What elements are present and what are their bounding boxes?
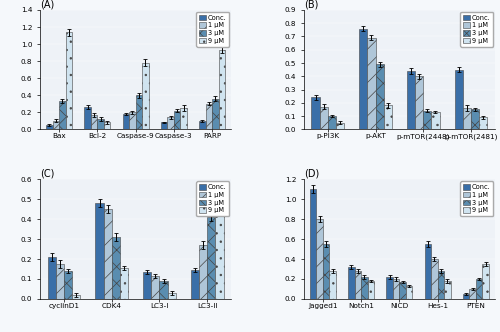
Bar <box>431 259 438 299</box>
Bar <box>199 245 207 299</box>
Legend: Conc., 1 μM, 3 μM, 9 μM: Conc., 1 μM, 3 μM, 9 μM <box>460 182 493 216</box>
Bar <box>312 98 320 129</box>
Bar <box>98 119 104 129</box>
Text: (D): (D) <box>304 169 319 179</box>
Bar <box>424 111 432 129</box>
Bar <box>152 276 160 299</box>
Bar <box>91 115 98 129</box>
Bar <box>64 271 72 299</box>
Bar <box>323 244 330 299</box>
Bar <box>463 294 469 299</box>
Text: (B): (B) <box>304 0 318 9</box>
Bar <box>320 107 328 129</box>
Text: (A): (A) <box>40 0 54 9</box>
Bar <box>360 29 368 129</box>
Bar <box>310 189 316 299</box>
Bar <box>180 108 187 129</box>
Bar <box>330 271 336 299</box>
Bar <box>216 206 224 299</box>
Bar <box>407 71 415 129</box>
Bar <box>400 282 406 299</box>
Bar <box>168 118 174 129</box>
Bar <box>424 244 431 299</box>
Bar <box>199 121 205 129</box>
Bar <box>348 267 354 299</box>
Bar <box>56 264 64 299</box>
Bar <box>354 271 361 299</box>
Bar <box>444 281 450 299</box>
Bar <box>415 76 424 129</box>
Bar <box>142 63 148 129</box>
Bar <box>104 123 110 129</box>
Bar <box>104 209 112 299</box>
Bar <box>218 50 225 129</box>
Bar <box>368 281 374 299</box>
Legend: Conc., 1 μM, 3 μM, 9 μM: Conc., 1 μM, 3 μM, 9 μM <box>460 12 493 46</box>
Bar <box>174 111 180 129</box>
Bar <box>393 279 400 299</box>
Bar <box>52 121 59 129</box>
Legend: Conc., 1 μM, 3 μM, 9 μM: Conc., 1 μM, 3 μM, 9 μM <box>196 12 229 46</box>
Bar <box>336 123 344 129</box>
Bar <box>72 295 80 299</box>
Bar <box>96 203 104 299</box>
Bar <box>129 112 136 129</box>
Bar <box>168 293 175 299</box>
Bar <box>432 112 440 129</box>
Bar <box>112 237 120 299</box>
Bar <box>191 270 199 299</box>
Bar <box>161 123 168 129</box>
Bar <box>479 118 488 129</box>
Bar <box>84 107 91 129</box>
Bar <box>476 279 482 299</box>
Bar <box>48 257 56 299</box>
Bar <box>376 64 384 129</box>
Bar <box>208 217 216 299</box>
Bar <box>463 108 471 129</box>
Bar <box>406 286 412 299</box>
Bar <box>122 114 129 129</box>
Bar <box>482 264 489 299</box>
Bar <box>59 101 66 129</box>
Bar <box>361 277 368 299</box>
Bar <box>316 219 323 299</box>
Bar <box>66 32 72 129</box>
Bar <box>46 125 52 129</box>
Bar <box>438 271 444 299</box>
Bar <box>160 281 168 299</box>
Bar <box>368 38 376 129</box>
Bar <box>328 116 336 129</box>
Bar <box>384 106 392 129</box>
Bar <box>455 70 463 129</box>
Bar <box>470 289 476 299</box>
Bar <box>471 110 479 129</box>
Bar <box>212 99 218 129</box>
Bar <box>136 95 142 129</box>
Legend: Conc., 1 μM, 3 μM, 9 μM: Conc., 1 μM, 3 μM, 9 μM <box>196 182 229 216</box>
Bar <box>120 268 128 299</box>
Bar <box>206 104 212 129</box>
Bar <box>386 277 393 299</box>
Text: (C): (C) <box>40 169 54 179</box>
Bar <box>143 272 152 299</box>
